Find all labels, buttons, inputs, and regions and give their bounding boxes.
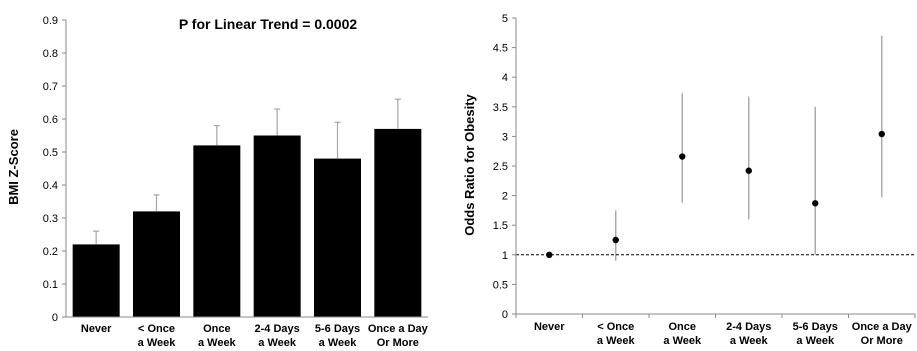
bars-layer	[72, 128, 422, 317]
y-tick-label: 0	[502, 309, 508, 321]
x-tick-label: Or More	[377, 337, 419, 349]
y-axis-label: Odds Ratio for Obesity	[462, 93, 477, 235]
y-tick-label: 0	[52, 312, 58, 324]
bar	[314, 158, 361, 317]
x-tick-label: 5-6 Days	[793, 321, 838, 333]
x-tick-label: a Week	[319, 337, 358, 349]
axes-layer: Never < Once a Week Once a Week 2-4 Days a Wee…	[43, 15, 429, 349]
x-tick-label: 2-4 Days	[255, 323, 300, 335]
error-bars-layer	[93, 98, 401, 245]
y-tick-label: 0.2	[43, 246, 58, 258]
y-tick-label: 3.5	[493, 102, 508, 114]
y-tick-label: 0.7	[43, 81, 58, 93]
y-tick-label: 0.9	[43, 15, 58, 27]
x-tick-label: Never	[81, 323, 112, 335]
y-axis-label: BMI Z-Score	[6, 129, 21, 205]
x-tick-label: Never	[534, 321, 565, 333]
x-tick-label: a Week	[663, 335, 702, 347]
y-tick-label: 2	[502, 191, 508, 203]
bar	[253, 135, 301, 317]
data-point	[878, 130, 885, 138]
points-layer	[546, 130, 885, 258]
x-tick-label: a Week	[796, 335, 835, 347]
x-tick-label: < Once	[138, 323, 175, 335]
y-tick-label: 4.5	[493, 43, 508, 55]
y-tick-label: 4	[502, 72, 508, 84]
data-point	[546, 251, 553, 258]
y-tick-label: 0.4	[43, 180, 58, 192]
y-tick-label: 0.5	[493, 279, 508, 291]
y-tick-label: 0.6	[43, 114, 58, 126]
confidence-intervals-layer	[615, 35, 883, 261]
bar	[72, 244, 120, 317]
x-tick-label: Or More	[861, 335, 903, 347]
x-tick-label: 5-6 Days	[315, 323, 360, 335]
chart-title: P for Linear Trend = 0.0002	[179, 16, 358, 32]
bar	[374, 128, 422, 317]
data-point	[745, 167, 752, 174]
bmi-zscore-bar-chart: Never < Once a Week Once a Week 2-4 Days a Wee…	[6, 15, 429, 349]
x-tick-label: a Week	[138, 337, 177, 349]
data-point	[679, 153, 686, 160]
y-tick-label: 2.5	[493, 161, 508, 173]
x-tick-label: Once	[203, 323, 231, 335]
data-point	[812, 200, 819, 207]
data-point	[612, 236, 619, 244]
x-tick-label: a Week	[198, 337, 237, 349]
x-tick-label: Once	[668, 321, 696, 333]
y-tick-label: 0.3	[43, 213, 58, 225]
y-tick-label: 1.5	[493, 220, 508, 232]
x-tick-label: a Week	[258, 337, 297, 349]
odds-ratio-dot-plot: Never < Once a Week Once a Week 2-4 Days a Wee…	[462, 13, 916, 347]
y-tick-label: 0.1	[43, 279, 58, 291]
axes-layer: Never < Once a Week Once a Week 2-4 Days a Wee…	[493, 13, 916, 347]
y-tick-label: 0.8	[43, 48, 58, 60]
y-tick-label: 5	[502, 13, 508, 25]
x-tick-label: Once a Day	[368, 323, 429, 335]
bar	[193, 145, 241, 317]
y-tick-label: 0.5	[43, 147, 58, 159]
x-tick-label: < Once	[597, 321, 634, 333]
x-tick-label: 2-4 Days	[726, 321, 771, 333]
bar	[133, 211, 180, 317]
y-tick-label: 1	[502, 250, 508, 262]
x-tick-label: Once a Day	[852, 321, 913, 333]
x-tick-label: a Week	[597, 335, 636, 347]
y-tick-label: 3	[502, 131, 508, 143]
x-tick-label: a Week	[730, 335, 769, 347]
